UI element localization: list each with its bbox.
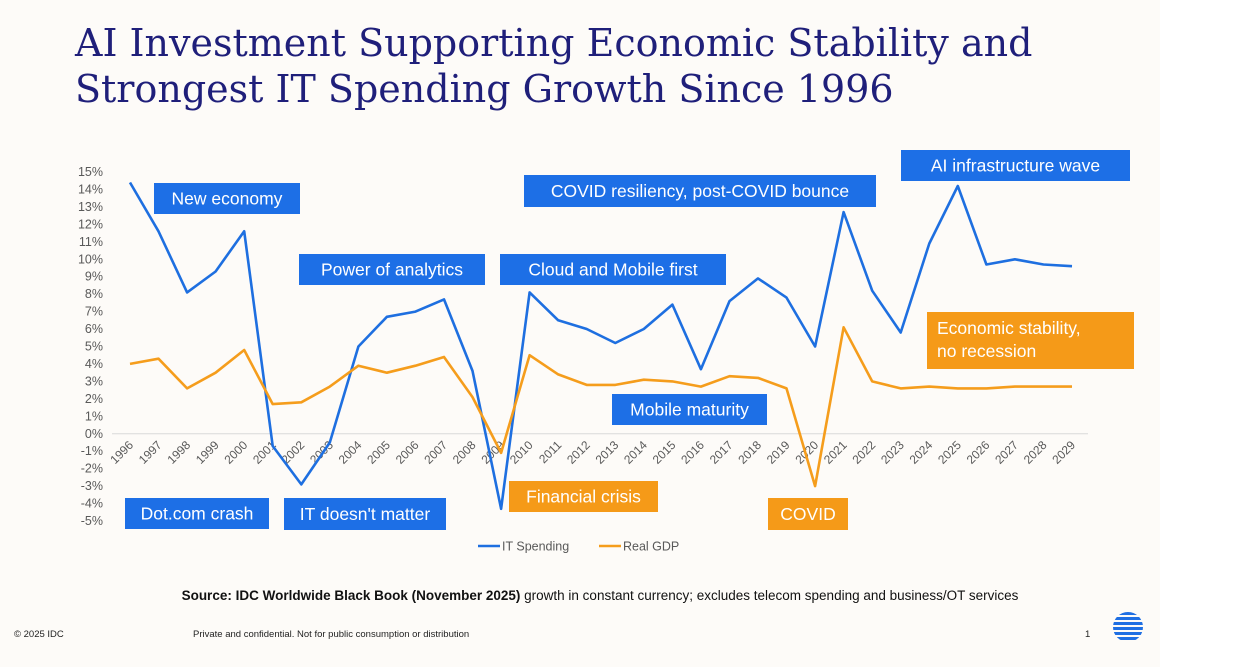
- series-line-it-spending: [128, 181, 1073, 511]
- idc-logo-icon: [1113, 612, 1143, 640]
- y-tick-label: 4%: [85, 357, 103, 371]
- annotation-label: Power of analytics: [321, 260, 463, 280]
- copyright: © 2025 IDC: [14, 629, 64, 640]
- annotation-box: [927, 312, 1134, 369]
- x-tick-label: 2005: [364, 438, 393, 467]
- x-tick-label: 1998: [164, 438, 193, 467]
- annotation-box: [299, 254, 485, 285]
- x-tick-label: 2014: [621, 438, 650, 467]
- annotation-box: [154, 183, 300, 214]
- y-tick-label: 12%: [78, 217, 103, 231]
- annotation-label: New economy: [172, 189, 283, 209]
- title-line-2: Strongest IT Spending Growth Since 1996: [75, 67, 894, 111]
- y-tick-label: 10%: [78, 252, 103, 266]
- series-line-real-gdp: [129, 326, 1072, 488]
- annotation-label: Dot.com crash: [141, 504, 254, 524]
- x-tick-label: 2002: [279, 438, 308, 467]
- x-tick-label: 2000: [222, 438, 251, 467]
- x-tick-label: 2016: [678, 438, 707, 467]
- line-chart: -5% -4% -3% -2% -1% 0% 1% 2% 3% 4% 5% 6% 7% 8% 9% 10% 11…: [78, 150, 1134, 554]
- source-note: Source: IDC Worldwide Black Book (Novemb…: [0, 588, 1200, 603]
- confidential-notice: Private and confidential. Not for public…: [193, 629, 470, 640]
- y-tick-label: 15%: [78, 165, 103, 179]
- annotation-box: [125, 498, 269, 529]
- y-tick-label: 1%: [85, 409, 103, 423]
- annotation-box: [509, 481, 658, 512]
- annotation-box: [524, 175, 876, 207]
- source-bold: Source: IDC Worldwide Black Book (Novemb…: [181, 588, 521, 603]
- annotation-box: [901, 150, 1130, 181]
- annotation-label: Economic stability,: [937, 318, 1081, 338]
- x-tick-label: 2028: [1021, 438, 1050, 467]
- annotation-label: COVID resiliency, post-COVID bounce: [551, 181, 849, 201]
- x-tick-label: 2001: [250, 438, 279, 467]
- x-tick-label: 2007: [421, 438, 450, 467]
- y-tick-label: 14%: [78, 182, 103, 196]
- y-tick-label: 6%: [85, 322, 103, 336]
- annotation-label: Financial crisis: [526, 487, 641, 507]
- x-tick-label: 2021: [821, 438, 850, 467]
- annotation-label: Cloud and Mobile first: [528, 260, 697, 280]
- y-tick-label: 5%: [85, 340, 103, 354]
- annotation-box: [768, 498, 848, 530]
- x-tick-label: 1996: [107, 438, 136, 467]
- legend-label: Real GDP: [623, 540, 679, 554]
- annotation-label: no recession: [937, 341, 1036, 361]
- x-tick-label: 2017: [707, 438, 736, 467]
- x-tick-label: 2023: [878, 438, 907, 467]
- y-tick-label: -3%: [81, 479, 103, 493]
- x-tick-label: 2006: [393, 438, 422, 467]
- y-tick-label: 8%: [85, 287, 103, 301]
- slide-title: AI Investment Supporting Economic Stabil…: [75, 20, 1135, 112]
- legend-label: IT Spending: [502, 540, 569, 554]
- x-tick-label: 2004: [336, 438, 365, 467]
- y-tick-label: -5%: [81, 514, 103, 528]
- annotation-label: IT doesn't matter: [300, 504, 431, 524]
- x-tick-label: 2015: [650, 438, 679, 467]
- y-tick-label: 11%: [79, 235, 103, 249]
- y-tick-label: 7%: [85, 305, 103, 319]
- x-tick-label: 2011: [536, 438, 564, 466]
- x-tick-label: 2010: [507, 438, 536, 467]
- x-tick-label: 1997: [136, 438, 165, 467]
- x-tick-label: 2018: [735, 438, 764, 467]
- y-tick-label: -4%: [81, 497, 103, 511]
- y-tick-label: 13%: [78, 200, 103, 214]
- x-tick-label: 2022: [850, 438, 879, 467]
- x-tick-label: 2025: [935, 438, 964, 467]
- x-tick-label: 2019: [764, 438, 793, 467]
- x-tick-label: 2027: [992, 438, 1021, 467]
- title-line-1: AI Investment Supporting Economic Stabil…: [75, 21, 1033, 65]
- x-tick-label: 2013: [593, 438, 622, 467]
- annotation-box: [612, 394, 767, 425]
- x-tick-label: 2024: [907, 438, 936, 467]
- source-rest: growth in constant currency; excludes te…: [520, 588, 1019, 603]
- y-tick-label: 2%: [85, 392, 103, 406]
- annotation-box: [500, 254, 726, 285]
- x-tick-label: 2012: [564, 438, 593, 467]
- y-tick-label: 0%: [85, 427, 103, 441]
- annotation-box: [284, 498, 446, 530]
- y-tick-label: -2%: [81, 462, 103, 476]
- x-tick-label: 2008: [450, 438, 479, 467]
- x-tick-label: 1999: [193, 438, 222, 467]
- annotation-label: AI infrastructure wave: [931, 156, 1100, 176]
- y-tick-label: 3%: [85, 374, 103, 388]
- y-tick-label: 9%: [85, 270, 103, 284]
- page-number: 1: [1085, 629, 1091, 640]
- y-tick-label: -1%: [81, 444, 103, 458]
- annotation-label: Mobile maturity: [630, 400, 749, 420]
- x-tick-label: 2029: [1049, 438, 1078, 467]
- annotation-label: COVID: [780, 504, 835, 524]
- x-tick-label: 2026: [964, 438, 993, 467]
